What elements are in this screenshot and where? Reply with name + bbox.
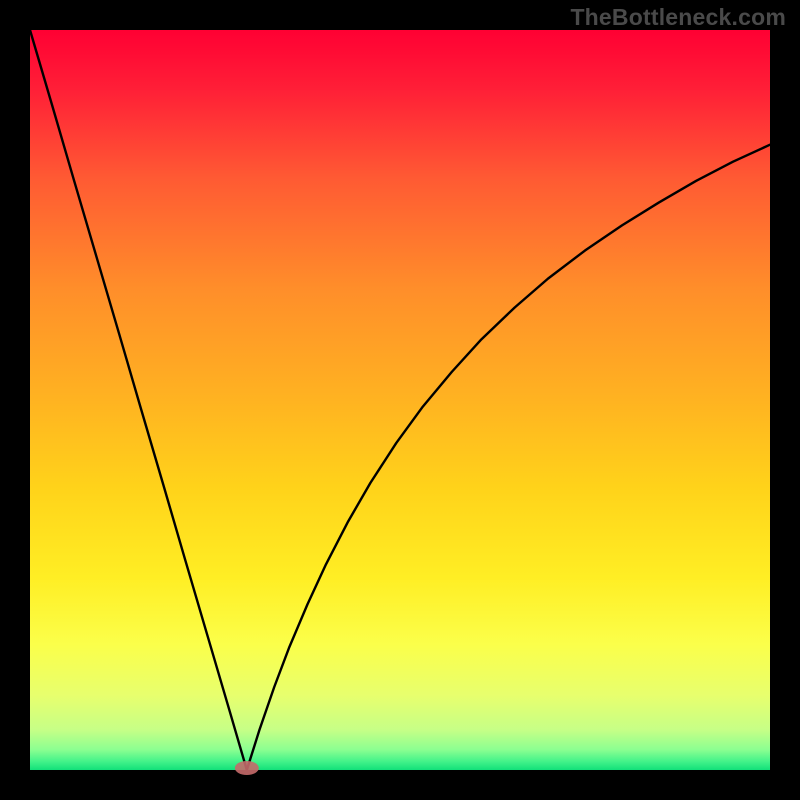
chart-canvas — [0, 0, 800, 800]
chart-background — [30, 30, 770, 770]
optimum-marker — [235, 761, 259, 775]
watermark-label: TheBottleneck.com — [570, 4, 786, 31]
bottleneck-chart: TheBottleneck.com — [0, 0, 800, 800]
